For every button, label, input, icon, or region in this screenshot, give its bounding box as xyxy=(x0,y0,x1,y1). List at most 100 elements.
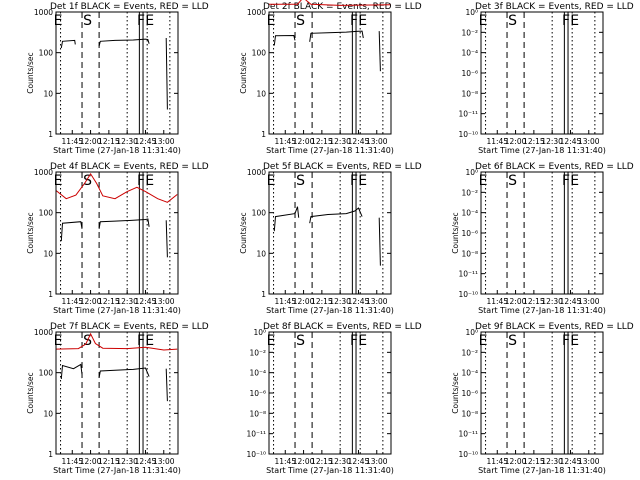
x-tick-label: 11:45 xyxy=(61,297,83,306)
y-tick-label: 10⁰ xyxy=(465,8,478,17)
x-tick-label: 12:45 xyxy=(560,137,582,146)
x-tick-label: 12:30 xyxy=(116,297,138,306)
x-tick-label: 12:45 xyxy=(135,297,157,306)
x-tick-label: 13:00 xyxy=(153,297,175,306)
lld-series-line xyxy=(269,0,391,6)
y-tick-label: 100 xyxy=(252,49,267,58)
y-tick-label: 10⁰ xyxy=(253,328,266,337)
events-series-line xyxy=(98,367,150,378)
x-tick-label: 12:45 xyxy=(560,297,582,306)
y-tick-label: 10⁻⁴ xyxy=(249,369,266,378)
x-tick-label: 12:15 xyxy=(523,297,545,306)
x-tick-label: 11:45 xyxy=(61,137,83,146)
marker-label-E: E xyxy=(358,333,367,349)
x-tick-label: 12:15 xyxy=(311,137,333,146)
y-tick-label: 10⁻¹¹ xyxy=(458,110,478,119)
marker-label-E: E xyxy=(570,173,579,189)
x-tick-label: 11:45 xyxy=(274,297,296,306)
marker-label-E: E xyxy=(570,333,579,349)
panel-title: Det 8f BLACK = Events, RED = LLD xyxy=(263,322,422,332)
x-tick-label: 12:30 xyxy=(541,137,563,146)
y-tick-label: 10⁻¹⁰ xyxy=(458,290,478,299)
events-series-line xyxy=(60,39,76,49)
marker-label-E: E xyxy=(145,13,154,29)
panel-title: Det 9f BLACK = Events, RED = LLD xyxy=(475,322,634,332)
events-series-line xyxy=(165,220,168,258)
y-tick-label: 10 xyxy=(43,89,53,98)
lld-series-line xyxy=(55,332,178,351)
marker-label-E: E xyxy=(145,333,154,349)
marker-label-E: E xyxy=(54,13,63,29)
x-tick-label: 12:00 xyxy=(293,457,315,466)
marker-label-F: F xyxy=(137,173,145,189)
y-tick-label: 10 xyxy=(256,249,266,258)
y-tick-label: 1000 xyxy=(247,168,266,177)
y-tick-label: 10 xyxy=(43,249,53,258)
y-tick-label: 10⁻⁴ xyxy=(461,369,478,378)
y-axis-label: Counts/sec xyxy=(451,372,460,413)
x-tick-label: 12:00 xyxy=(80,137,102,146)
marker-label-F: F xyxy=(562,13,570,29)
y-tick-label: 1000 xyxy=(34,168,53,177)
x-tick-label: 13:00 xyxy=(366,297,388,306)
y-tick-label: 10⁻⁸ xyxy=(461,249,478,258)
x-axis-label: Start Time (27-Jan-18 11:31:40) xyxy=(53,306,181,315)
x-tick-label: 12:15 xyxy=(523,137,545,146)
x-tick-label: 11:45 xyxy=(486,137,508,146)
x-tick-label: 12:00 xyxy=(80,457,102,466)
y-tick-label: 10⁻⁸ xyxy=(461,409,478,418)
plot-frame xyxy=(55,171,179,295)
x-tick-label: 12:30 xyxy=(116,457,138,466)
x-tick-label: 12:30 xyxy=(116,137,138,146)
panel-title: Det 1f BLACK = Events, RED = LLD xyxy=(50,2,209,12)
marker-label-E: E xyxy=(267,13,276,29)
events-series-line xyxy=(98,218,150,229)
marker-label-E: E xyxy=(479,13,488,29)
marker-label-S: S xyxy=(508,333,517,349)
y-tick-label: 1000 xyxy=(247,8,266,17)
y-tick-label: 1000 xyxy=(34,328,53,337)
x-tick-label: 13:00 xyxy=(366,457,388,466)
x-tick-label: 12:15 xyxy=(311,297,333,306)
y-tick-label: 1 xyxy=(261,130,266,139)
marker-label-E: E xyxy=(145,173,154,189)
y-tick-label: 10⁻⁶ xyxy=(461,389,478,398)
marker-label-F: F xyxy=(350,13,358,29)
marker-label-E: E xyxy=(267,333,276,349)
events-series-line xyxy=(98,38,150,47)
y-tick-label: 10⁻⁸ xyxy=(249,409,266,418)
panel-title: Det 7f BLACK = Events, RED = LLD xyxy=(50,322,209,332)
events-series-line xyxy=(273,206,300,232)
marker-label-S: S xyxy=(296,13,305,29)
plot-frame xyxy=(268,331,392,455)
y-tick-label: 10⁻² xyxy=(461,348,478,357)
marker-label-F: F xyxy=(350,333,358,349)
marker-label-E: E xyxy=(358,13,367,29)
x-axis-label: Start Time (27-Jan-18 11:31:40) xyxy=(53,466,181,475)
x-tick-label: 12:45 xyxy=(348,297,370,306)
x-axis-label: Start Time (27-Jan-18 11:31:40) xyxy=(53,146,181,155)
y-tick-label: 10⁻⁴ xyxy=(461,49,478,58)
marker-label-E: E xyxy=(267,173,276,189)
x-tick-label: 12:15 xyxy=(98,457,120,466)
x-tick-label: 12:15 xyxy=(523,457,545,466)
panel-title: Det 3f BLACK = Events, RED = LLD xyxy=(475,2,634,12)
panel-title: Det 4f BLACK = Events, RED = LLD xyxy=(50,162,209,172)
x-tick-label: 13:00 xyxy=(578,297,600,306)
y-tick-label: 100 xyxy=(252,209,267,218)
marker-label-E: E xyxy=(479,173,488,189)
events-series-line xyxy=(165,37,168,110)
y-tick-label: 1 xyxy=(48,450,53,459)
x-tick-label: 12:45 xyxy=(135,457,157,466)
x-tick-label: 11:45 xyxy=(486,297,508,306)
y-tick-label: 10⁻¹⁰ xyxy=(458,130,478,139)
y-tick-label: 10⁻¹⁰ xyxy=(458,450,478,459)
plot-frame xyxy=(480,171,604,295)
x-tick-label: 12:15 xyxy=(98,137,120,146)
marker-label-E: E xyxy=(570,13,579,29)
y-tick-label: 1 xyxy=(48,130,53,139)
